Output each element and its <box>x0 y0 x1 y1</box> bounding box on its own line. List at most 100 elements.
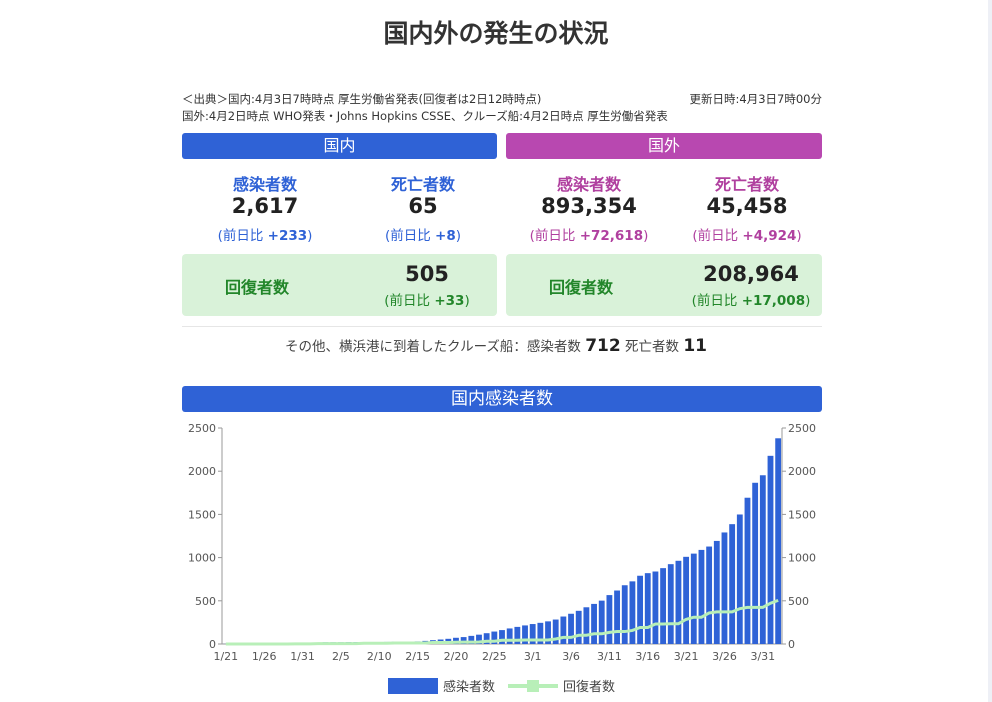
bar <box>483 633 490 644</box>
legend-label: 感染者数 <box>443 679 495 695</box>
stat-value: 65 <box>408 194 438 218</box>
stat-value: 893,354 <box>541 194 637 218</box>
recovered-box: 回復者数 505 (前日比 +33) <box>182 254 497 316</box>
y-tick-label: 2500 <box>188 422 216 435</box>
y-tick-label: 1000 <box>188 552 216 565</box>
x-tick-label: 1/21 <box>213 650 238 663</box>
x-tick-label: 3/21 <box>674 650 699 663</box>
x-tick-label: 1/31 <box>290 650 315 663</box>
x-tick-label: 2/10 <box>367 650 392 663</box>
diff-suffix: ) <box>307 228 313 244</box>
bar <box>545 621 551 644</box>
legend-label: 回復者数 <box>563 679 615 695</box>
bar <box>460 637 467 644</box>
diff-prefix: (前日比 <box>384 293 431 309</box>
chart: 0 500 1000 1500 2000 2500 0 500 1000 1500 2000 2500… <box>188 422 816 695</box>
diff-suffix: ) <box>643 228 649 244</box>
bar <box>568 613 574 644</box>
bar <box>621 585 628 644</box>
bar <box>767 455 774 644</box>
chart-title: 国内感染者数 <box>182 386 822 412</box>
y2-tick-label: 1000 <box>788 552 816 565</box>
stat-value: 2,617 <box>231 194 299 218</box>
panel-header: 国外 <box>506 133 822 159</box>
diff-prefix: (前日比 <box>692 228 739 244</box>
bar <box>598 600 605 644</box>
x-tick-label: 3/11 <box>597 650 622 663</box>
bar <box>499 630 505 644</box>
x-tick-label: 1/26 <box>252 650 277 663</box>
bar <box>683 556 690 644</box>
legend-swatch <box>527 680 539 692</box>
diff: (前日比 +72,618) <box>514 224 664 244</box>
stat-label: 死亡者数 <box>390 175 455 194</box>
y-tick-label: 500 <box>195 595 216 608</box>
cruise: その他、横浜港に到着したクルーズ船：感染者数 712 死亡者数 11 <box>0 335 992 356</box>
cruise-infected: 712 <box>585 336 621 356</box>
stat-label: 回復者数 <box>224 278 289 297</box>
diff-diff: +233 <box>267 228 308 244</box>
x-tick-label: 3/16 <box>635 650 660 663</box>
bar <box>606 595 613 644</box>
diff: (前日比 +4,924) <box>672 224 822 244</box>
legend-swatch <box>388 678 438 694</box>
y2-tick-label: 0 <box>788 638 795 651</box>
recovered-box: 回復者数 208,964 (前日比 +17,008) <box>506 254 822 316</box>
diff: (前日比 +33) <box>352 289 502 309</box>
diff-suffix: ) <box>796 228 802 244</box>
diff-suffix: ) <box>464 293 470 309</box>
y2-tick-label: 1500 <box>788 508 816 521</box>
bar <box>729 524 736 644</box>
bar <box>752 482 759 644</box>
source: ＜出典＞国内:4月3日7時時点 厚生労働省発表(回復者は2日12時時点) <box>182 92 542 106</box>
diff: (前日比 +8) <box>348 224 498 244</box>
bar <box>660 568 667 644</box>
bar <box>614 590 620 644</box>
cruise-deaths-label: 死亡者数 <box>625 339 680 355</box>
bar <box>491 631 498 644</box>
divider <box>182 326 822 327</box>
y2-tick-label: 2500 <box>788 422 816 435</box>
diff-prefix: (前日比 <box>691 293 738 309</box>
bar <box>629 581 636 644</box>
bar <box>522 625 528 644</box>
diff-diff: +17,008 <box>741 293 806 309</box>
bar <box>667 564 674 644</box>
x-tick-label: 3/1 <box>524 650 542 663</box>
bar <box>468 635 475 644</box>
diff-suffix: ) <box>805 293 811 309</box>
scrollbar <box>988 0 992 702</box>
cruise-text: その他、横浜港に到着したクルーズ船：感染者数 <box>285 339 581 355</box>
bar <box>690 553 697 644</box>
stat-label: 感染者数 <box>556 175 621 194</box>
bar <box>675 560 682 644</box>
diff-prefix: (前日比 <box>217 228 264 244</box>
x-tick-label: 2/5 <box>332 650 350 663</box>
diff-diff: +72,618 <box>579 228 644 244</box>
bar <box>575 610 582 644</box>
bar <box>652 571 659 644</box>
diff: (前日比 +233) <box>190 224 340 244</box>
bar <box>644 573 651 644</box>
y-tick-label: 0 <box>209 638 216 651</box>
bar <box>736 514 743 644</box>
stat-value: 505 <box>405 262 449 286</box>
x-tick-label: 3/6 <box>562 650 580 663</box>
bar <box>759 475 766 644</box>
bar <box>775 438 782 644</box>
stat-value: 45,458 <box>706 194 788 218</box>
bar <box>706 546 713 644</box>
y-tick-label: 1500 <box>188 508 216 521</box>
stat-label: 回復者数 <box>548 278 613 297</box>
x-tick-label: 2/25 <box>482 650 507 663</box>
y-tick-label: 2000 <box>188 465 216 478</box>
x-tick-label: 2/15 <box>405 650 430 663</box>
bar <box>591 603 597 644</box>
bar <box>552 619 559 644</box>
x-tick-label: 3/26 <box>712 650 737 663</box>
stat-label: 死亡者数 <box>714 175 779 194</box>
panel-header: 国内 <box>182 133 497 159</box>
diff-prefix: (前日比 <box>384 228 431 244</box>
bar <box>514 626 521 644</box>
bar <box>583 607 590 644</box>
